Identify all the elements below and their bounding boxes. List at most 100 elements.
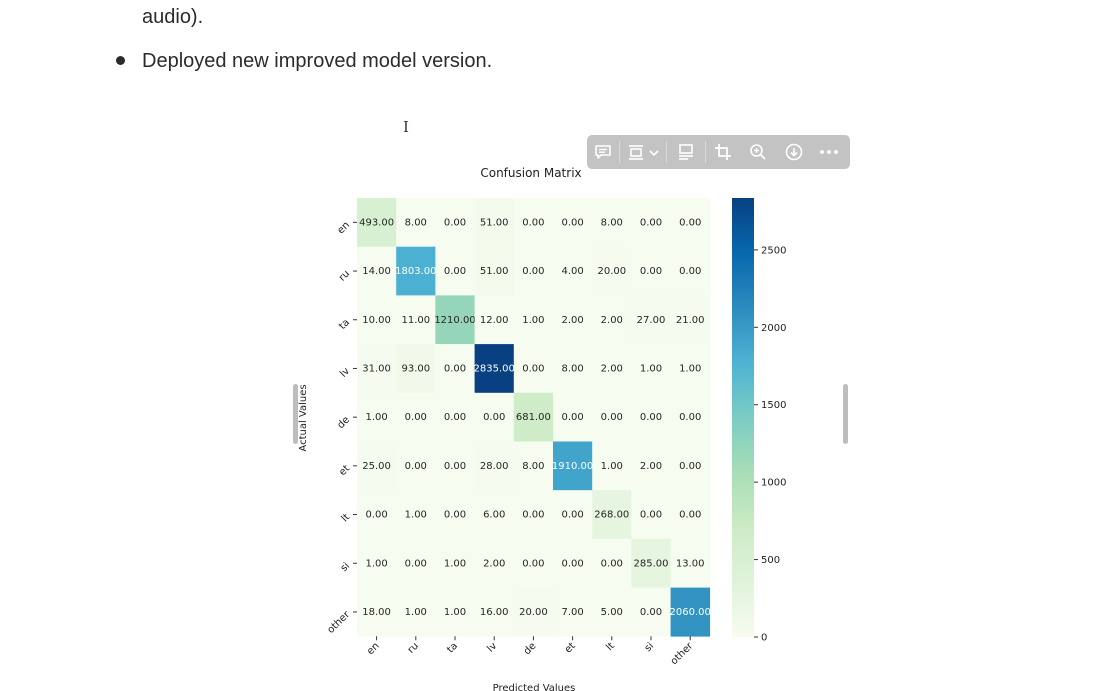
cell-value-label: 2.00 xyxy=(640,461,662,472)
cell-value-label: 14.00 xyxy=(362,266,391,277)
heatmap-cell xyxy=(396,295,436,345)
heatmap-cell xyxy=(513,198,554,247)
cell-value-label: 1910.00 xyxy=(552,461,593,472)
cell-value-label: 0.00 xyxy=(640,607,662,618)
heatmap-cell xyxy=(553,344,593,394)
heatmap-cell xyxy=(435,344,475,394)
cell-value-label: 1210.00 xyxy=(434,315,475,326)
heatmap-cell xyxy=(592,344,632,394)
cell-value-label: 10.00 xyxy=(362,315,391,326)
heatmap-cell xyxy=(592,198,632,247)
heatmap-cell xyxy=(513,587,554,637)
heatmap-cell xyxy=(357,441,397,491)
more-options-button[interactable] xyxy=(812,135,846,169)
cell-value-label: 0.00 xyxy=(640,266,662,277)
heatmap-cell xyxy=(513,344,554,394)
cell-value-label: 0.00 xyxy=(679,461,701,472)
heatmap-cell xyxy=(553,490,593,540)
cell-value-label: 0.00 xyxy=(640,217,662,228)
download-button[interactable] xyxy=(776,135,812,169)
comment-button[interactable] xyxy=(587,135,619,169)
heatmap-cell xyxy=(396,587,436,637)
y-tick-label: de xyxy=(336,414,353,431)
y-tick-label: ru xyxy=(337,268,352,283)
cell-value-label: 0.00 xyxy=(561,510,583,521)
colorbar: 0 500 1000 1500 2000 2500 xyxy=(732,198,786,644)
heatmap-cell xyxy=(670,538,711,588)
cell-value-label: 12.00 xyxy=(480,315,509,326)
cell-value-label: 0.00 xyxy=(601,412,623,423)
heatmap-cell xyxy=(357,392,397,442)
cell-value-label: 25.00 xyxy=(362,461,391,472)
colorbar-tick-label: 1500 xyxy=(761,400,786,411)
crop-icon xyxy=(715,144,731,160)
cell-value-label: 0.00 xyxy=(522,266,544,277)
cell-value-label: 20.00 xyxy=(519,607,548,618)
x-tick-label: en xyxy=(365,641,382,658)
heatmap-cell xyxy=(592,392,632,442)
heatmap-cell xyxy=(670,392,711,442)
zoom-in-icon xyxy=(750,144,766,160)
cell-value-label: 1.00 xyxy=(522,315,544,326)
heatmap-cell xyxy=(435,441,475,491)
crop-button[interactable] xyxy=(706,135,740,169)
heatmap-cell xyxy=(631,441,671,491)
heatmap-cell xyxy=(670,198,711,247)
comment-icon xyxy=(595,145,611,159)
cell-value-label: 2060.00 xyxy=(670,607,711,618)
caption-button[interactable] xyxy=(667,135,705,169)
heatmap-cell xyxy=(592,538,632,588)
image-toolbar xyxy=(587,135,850,169)
cell-value-label: 0.00 xyxy=(405,461,427,472)
cell-value-label: 2.00 xyxy=(561,315,583,326)
colorbar-tick-label: 2000 xyxy=(761,323,786,334)
zoom-in-button[interactable] xyxy=(740,135,776,169)
download-icon xyxy=(785,143,803,161)
heatmap-cells: 493.00 8.00 0.00 51.00 0.00 0.00 8.00 0.00 0.00 1… xyxy=(357,198,711,637)
y-tick-label: lv xyxy=(338,366,352,380)
heatmap-cell xyxy=(435,198,475,247)
y-axis-label: Actual Values xyxy=(298,384,309,451)
cell-value-label: 0.00 xyxy=(522,558,544,569)
cell-value-label: 31.00 xyxy=(362,363,391,374)
image-position-dropdown[interactable] xyxy=(620,135,666,169)
heatmap-cell xyxy=(357,198,397,247)
text-cursor-icon: I xyxy=(403,118,409,136)
heatmap-cell xyxy=(631,246,671,296)
heatmap-cell xyxy=(631,587,671,637)
toolbar-divider xyxy=(666,141,667,163)
heatmap-cell xyxy=(631,490,671,540)
heatmap-cell xyxy=(435,587,475,637)
cell-value-label: 1.00 xyxy=(444,558,466,569)
cell-value-label: 2.00 xyxy=(601,315,623,326)
heatmap-cell xyxy=(357,295,397,345)
cell-value-label: 8.00 xyxy=(561,363,583,374)
cell-value-label: 28.00 xyxy=(480,461,509,472)
heatmap-cell xyxy=(357,587,397,637)
heatmap-cell xyxy=(553,198,593,247)
cell-value-label: 8.00 xyxy=(522,461,544,472)
heatmap-cell xyxy=(553,587,593,637)
heatmap-cell xyxy=(435,246,475,296)
toolbar-divider xyxy=(619,141,620,163)
cell-value-label: 0.00 xyxy=(522,510,544,521)
heatmap-cell xyxy=(631,295,671,345)
cell-value-label: 0.00 xyxy=(365,510,387,521)
cell-value-label: 6.00 xyxy=(483,510,505,521)
image-resize-handle-right[interactable] xyxy=(843,384,848,444)
image-resize-handle-left[interactable] xyxy=(293,384,298,444)
cell-value-label: 0.00 xyxy=(561,217,583,228)
heatmap-cell xyxy=(670,246,711,296)
colorbar-tick-label: 1000 xyxy=(761,478,786,489)
x-tick-label: ta xyxy=(445,641,460,656)
colorbar-tick-label: 2500 xyxy=(761,245,786,256)
heatmap-cell xyxy=(553,392,593,442)
caption-icon xyxy=(679,144,693,160)
cell-value-label: 0.00 xyxy=(640,510,662,521)
heatmap-cell xyxy=(396,246,436,296)
cell-value-label: 0.00 xyxy=(444,363,466,374)
cell-value-label: 0.00 xyxy=(444,266,466,277)
cell-value-label: 27.00 xyxy=(637,315,666,326)
cell-value-label: 0.00 xyxy=(640,412,662,423)
